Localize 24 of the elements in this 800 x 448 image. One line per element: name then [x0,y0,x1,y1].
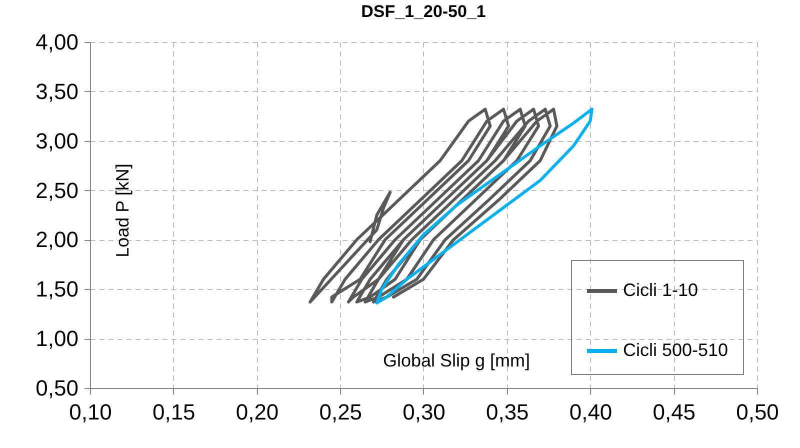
x-tick-label: 0,35 [486,400,529,424]
chart-title: DSF_1_20-50_1 [361,2,486,21]
x-tick-label: 0,45 [652,400,696,424]
x-tick-label: 0,20 [236,400,279,424]
legend-label: Cicli 500-510 [623,340,728,360]
y-tick-label: 1,00 [36,326,78,352]
y-tick-label: 2,00 [36,227,78,252]
y-tick-label: 1,50 [36,276,78,302]
y-tick-label: 4,00 [36,30,78,54]
x-tick-label: 0,50 [736,400,779,424]
y-tick-label: 3,50 [36,78,78,104]
line-series [308,108,558,304]
x-tick-label: 0,25 [319,400,362,424]
y-tick-label: 2,50 [36,178,78,203]
x-tick-label: 0,15 [152,400,196,424]
x-tick-label: 0,10 [69,400,112,424]
x-axis-title: Global Slip g [mm] [382,350,530,370]
y-axis-title: Load P [kN] [112,164,132,258]
legend-label: Cicli 1-10 [623,280,698,300]
y-tick-label: 0,50 [36,376,78,400]
x-tick-label: 0,40 [569,400,612,424]
x-tick-label: 0,30 [402,400,446,424]
y-tick-label: 3,00 [36,128,78,154]
line-series [375,108,594,304]
